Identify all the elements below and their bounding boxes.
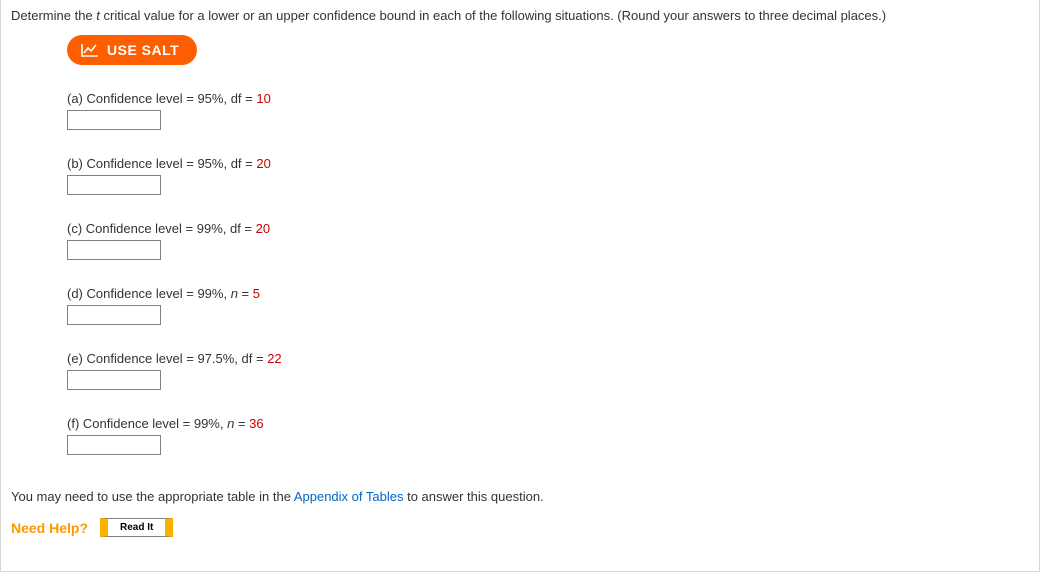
footer-post: to answer this question.	[403, 489, 543, 504]
part-b-label: (b) Confidence level = 95%, df = 20	[67, 156, 1029, 171]
part-f-letter: (f)	[67, 416, 79, 431]
part-a: (a) Confidence level = 95%, df = 10	[67, 91, 1029, 130]
part-f-text-pre: Confidence level = 99%,	[83, 416, 227, 431]
footer-note: You may need to use the appropriate tabl…	[11, 489, 1029, 504]
part-a-text: Confidence level = 95%, df =	[87, 91, 257, 106]
part-b-input[interactable]	[67, 175, 161, 195]
part-b: (b) Confidence level = 95%, df = 20	[67, 156, 1029, 195]
use-salt-button[interactable]: USE SALT	[67, 35, 197, 65]
part-d-text-pre: Confidence level = 99%,	[87, 286, 231, 301]
appendix-link[interactable]: Appendix of Tables	[294, 489, 404, 504]
part-f-label: (f) Confidence level = 99%, n = 36	[67, 416, 1029, 431]
part-e-value: 22	[267, 351, 281, 366]
read-it-button[interactable]: Read It	[100, 518, 173, 537]
part-e-letter: (e)	[67, 351, 83, 366]
chart-icon	[81, 43, 99, 57]
part-c-input[interactable]	[67, 240, 161, 260]
part-d-value: 5	[253, 286, 260, 301]
part-d-label: (d) Confidence level = 99%, n = 5	[67, 286, 1029, 301]
need-help-label: Need Help?	[11, 520, 88, 536]
part-e-label: (e) Confidence level = 97.5%, df = 22	[67, 351, 1029, 366]
part-e: (e) Confidence level = 97.5%, df = 22	[67, 351, 1029, 390]
part-d: (d) Confidence level = 99%, n = 5	[67, 286, 1029, 325]
question-container: Determine the t critical value for a low…	[0, 0, 1040, 572]
prompt-pre: Determine the	[11, 8, 96, 23]
part-f: (f) Confidence level = 99%, n = 36	[67, 416, 1029, 455]
need-help-row: Need Help? Read It	[11, 518, 1029, 537]
part-c: (c) Confidence level = 99%, df = 20	[67, 221, 1029, 260]
part-c-label: (c) Confidence level = 99%, df = 20	[67, 221, 1029, 236]
salt-label: USE SALT	[107, 42, 179, 58]
part-d-nvar: n	[231, 286, 238, 301]
part-a-input[interactable]	[67, 110, 161, 130]
part-f-text-post: =	[234, 416, 249, 431]
question-prompt: Determine the t critical value for a low…	[11, 8, 1029, 23]
part-a-letter: (a)	[67, 91, 83, 106]
footer-pre: You may need to use the appropriate tabl…	[11, 489, 294, 504]
part-e-input[interactable]	[67, 370, 161, 390]
part-d-letter: (d)	[67, 286, 83, 301]
part-d-text-post: =	[238, 286, 253, 301]
part-a-label: (a) Confidence level = 95%, df = 10	[67, 91, 1029, 106]
part-b-letter: (b)	[67, 156, 83, 171]
part-b-value: 20	[256, 156, 270, 171]
part-f-value: 36	[249, 416, 263, 431]
part-e-text: Confidence level = 97.5%, df =	[87, 351, 268, 366]
part-d-input[interactable]	[67, 305, 161, 325]
part-f-input[interactable]	[67, 435, 161, 455]
part-c-letter: (c)	[67, 221, 82, 236]
salt-wrapper: USE SALT	[67, 35, 1029, 65]
prompt-post: critical value for a lower or an upper c…	[100, 8, 886, 23]
part-c-text: Confidence level = 99%, df =	[86, 221, 256, 236]
part-b-text: Confidence level = 95%, df =	[87, 156, 257, 171]
part-a-value: 10	[256, 91, 270, 106]
part-c-value: 20	[256, 221, 270, 236]
